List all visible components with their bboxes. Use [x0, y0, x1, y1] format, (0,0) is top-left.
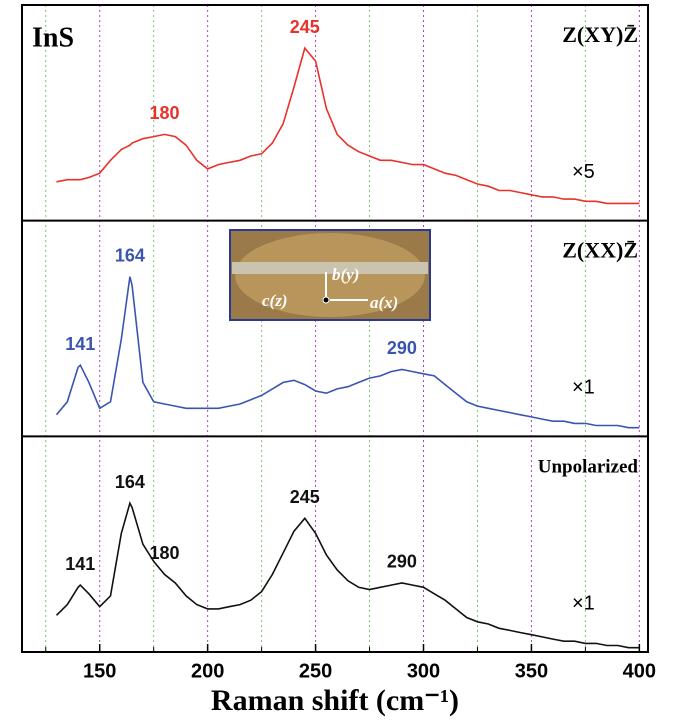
inset-label: c(z): [262, 291, 287, 310]
x-tick-label: 200: [191, 660, 224, 682]
spectrum-line: [55, 276, 640, 429]
inset-strip: [232, 262, 428, 274]
peak-label: 290: [387, 338, 417, 358]
inset-origin: [322, 296, 330, 304]
series-label: Z(XY)Z̄: [562, 22, 638, 47]
peak-label: 180: [149, 103, 179, 123]
peak-label: 141: [65, 334, 95, 354]
chart-title: InS: [32, 22, 74, 53]
scale-label: ×1: [572, 377, 595, 399]
peak-label: 164: [115, 245, 145, 265]
scale-label: ×1: [572, 592, 595, 614]
x-tick-label: 300: [407, 660, 440, 682]
inset: b(y) c(z) a(x): [229, 229, 431, 321]
spectrum-line: [56, 46, 640, 205]
peak-label: 180: [149, 543, 179, 563]
peak-label: 290: [387, 552, 417, 572]
x-tick-label: 250: [299, 660, 332, 682]
plot-frame: [21, 4, 649, 653]
peak-label: 164: [115, 472, 145, 492]
peak-label: 141: [65, 554, 95, 574]
inset-sample: [235, 233, 425, 317]
peak-label: 245: [290, 17, 320, 37]
x-tick-label: 350: [515, 660, 548, 682]
scale-label: ×5: [572, 161, 595, 183]
x-axis-label: Raman shift (cm⁻¹): [211, 684, 459, 717]
spectrum-line: [55, 501, 640, 649]
peak-label: 245: [290, 487, 320, 507]
series-label: Z(XX)Z̄: [562, 238, 638, 263]
inset-label: b(y): [332, 265, 359, 284]
series-label: Unpolarized: [538, 457, 639, 478]
x-tick-label: 400: [623, 660, 656, 682]
inset-label: a(x): [370, 293, 398, 312]
x-tick-label: 150: [83, 660, 116, 682]
